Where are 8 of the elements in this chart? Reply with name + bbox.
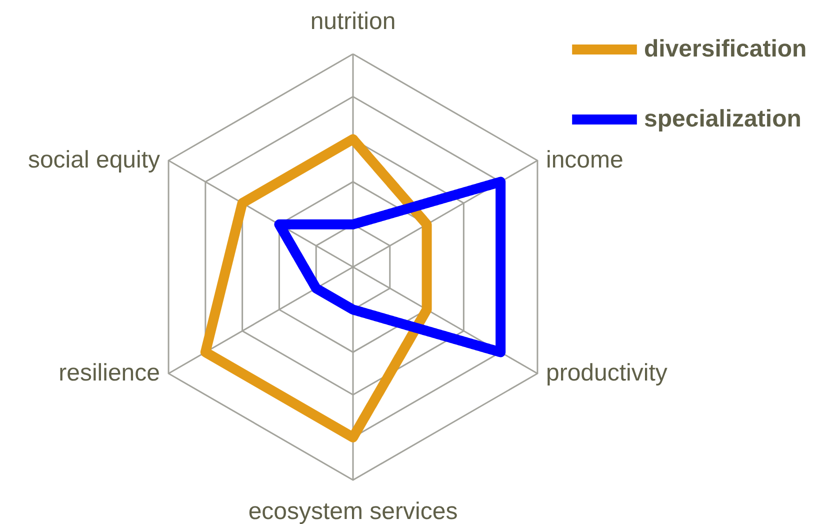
legend-label: specialization — [644, 106, 802, 132]
spoke-label: productivity — [546, 360, 668, 386]
spoke-label: social equity — [28, 146, 160, 174]
spoke-label: resilience — [58, 360, 160, 386]
spoke-label: ecosystem services — [248, 498, 458, 524]
spoke-label: income — [546, 146, 624, 174]
legend-label: diversification — [644, 36, 807, 62]
spoke-label: nutrition — [310, 8, 396, 36]
